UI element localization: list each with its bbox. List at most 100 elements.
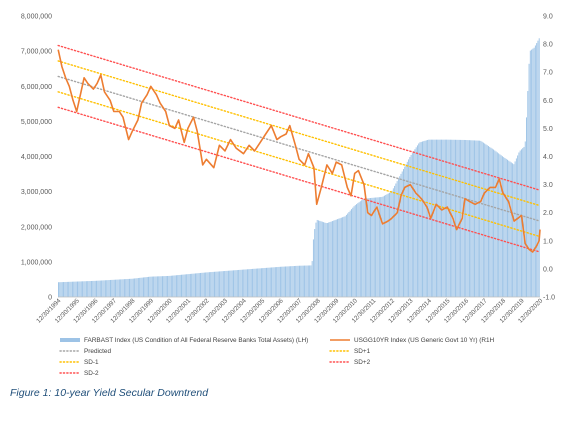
farbast-bar [277,266,279,297]
farbast-bar [129,278,130,297]
farbast-bar [148,276,150,297]
farbast-bar [257,268,259,297]
farbast-bar [339,218,341,297]
farbast-bar [216,271,218,297]
farbast-bar [164,276,166,297]
farbast-bar [529,50,531,298]
farbast-bar [399,176,401,297]
farbast-bar [422,141,423,297]
farbast-bar [345,214,347,297]
farbast-bar [80,281,82,297]
legend: FARBAST Index (US Condition of All Feder… [59,337,495,377]
farbast-bar [102,280,104,297]
farbast-bar [93,280,95,297]
farbast-bar [92,280,94,297]
farbast-bar [131,278,133,297]
farbast-bar [532,48,534,298]
farbast-bar [354,205,356,297]
farbast-bar [439,139,441,297]
right-tick-label: 7.0 [543,70,553,77]
farbast-bar [329,222,331,297]
farbast-bar [293,265,295,297]
farbast-bar [167,275,169,297]
farbast-bar [496,152,498,297]
farbast-bar [306,265,308,297]
farbast-bar [187,274,189,297]
farbast-bar [420,141,422,297]
farbast-bar [378,197,380,297]
left-tick-label: 2,000,000 [21,224,52,231]
farbast-bar [192,273,194,297]
farbast-bar [334,220,336,297]
farbast-bar [297,265,299,297]
farbast-bar [380,197,382,297]
right-tick-label: 9.0 [543,14,553,21]
farbast-bar [226,270,228,297]
farbast-bar [331,221,333,297]
farbast-bar [200,272,202,297]
farbast-bar [433,139,435,297]
farbast-bar [406,161,408,297]
farbast-bar [353,206,355,297]
farbast-bar [320,221,322,297]
farbast-bar [117,279,119,297]
farbast-bar [239,269,241,297]
farbast-bar [255,268,257,297]
farbast-bar [395,183,397,297]
farbast-bar [98,280,100,297]
farbast-bar [64,281,66,297]
farbast-bar [311,261,313,297]
farbast-bar [240,269,242,297]
farbast-bar [112,279,114,297]
farbast-bar [186,274,188,297]
farbast-bar [184,274,186,297]
farbast-bar [290,266,292,297]
farbast-bar [482,142,484,297]
farbast-bar [201,272,203,297]
farbast-bar [262,268,264,297]
farbast-bar [111,279,113,297]
farbast-bar [349,210,351,297]
farbast-bar [230,270,232,297]
farbast-bar [283,266,285,297]
farbast-bar [309,265,311,297]
farbast-bar [315,222,317,297]
farbast-bar [326,222,328,297]
farbast-bar [423,141,425,297]
farbast-bar [505,158,507,297]
farbast-bar [73,281,75,297]
farbast-bar [87,281,89,297]
farbast-bar [153,276,155,297]
farbast-bar [382,196,384,297]
farbast-bar [451,139,453,297]
farbast-bar [371,197,373,297]
farbast-bar [307,265,309,297]
farbast-bar [446,139,448,297]
farbast-bar [120,279,122,297]
farbast-bar [173,275,175,297]
farbast-bar [74,281,76,297]
farbast-bar [408,159,410,297]
left-tick-label: 6,000,000 [21,84,52,91]
legend-label: USGG10YR Index (US Generic Govt 10 Yr) (… [354,337,495,344]
right-tick-label: -1.0 [543,295,555,302]
farbast-bar [203,272,205,297]
farbast-bar [68,281,70,297]
farbast-bar [154,276,156,297]
farbast-bar [78,281,80,297]
farbast-bar [159,276,161,297]
farbast-bar [448,139,450,297]
farbast-bar [376,197,378,297]
farbast-bar [58,282,59,297]
farbast-bar [467,140,469,297]
farbast-bar [383,195,385,297]
farbast-bar [156,276,158,297]
farbast-bar [236,270,238,297]
farbast-bar [348,212,350,297]
farbast-bar [510,162,512,297]
farbast-bar [107,280,109,297]
farbast-bar [387,193,389,297]
farbast-bar [367,198,369,297]
farbast-bar [177,275,179,297]
